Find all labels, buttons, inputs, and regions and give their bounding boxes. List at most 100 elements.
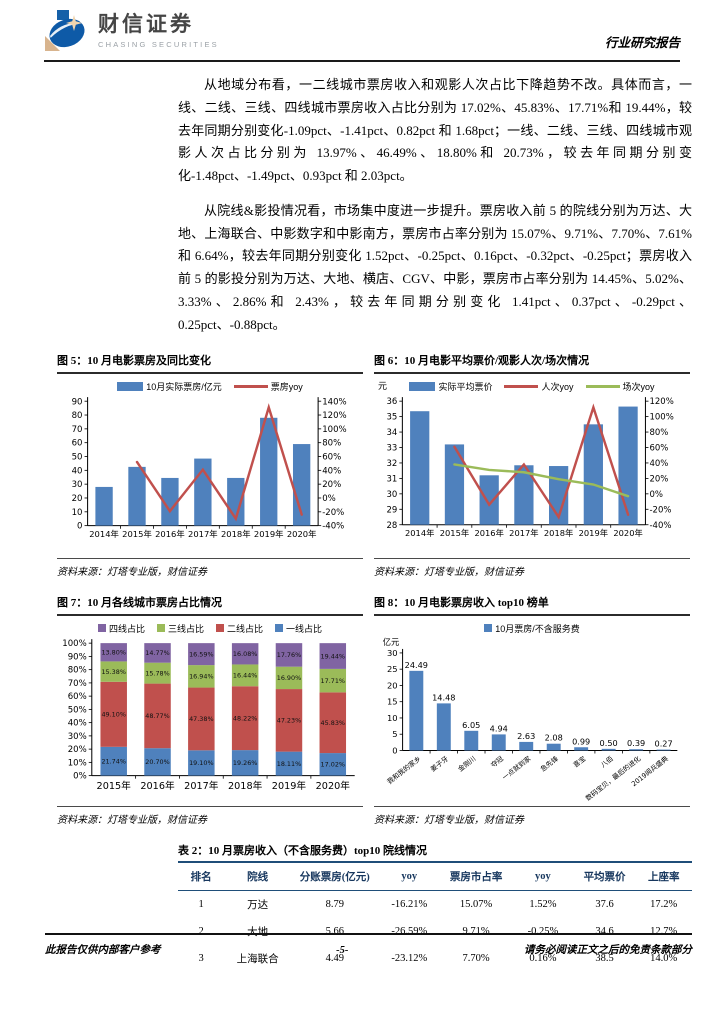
body-paragraph-1: 从地域分布看，一二线城市票房收入和观影人次占比下降趋势不改。具体而言，一线、二线… [178, 77, 692, 183]
table-2-block: 表 2：10 月票房收入（不含服务费）top10 院线情况 排名 院线 分账票房(亿… [178, 842, 692, 972]
legend-swatch [156, 624, 165, 633]
table-header-cell: yoy [378, 862, 441, 892]
svg-text:49.10%: 49.10% [101, 711, 125, 719]
svg-text:40: 40 [72, 467, 83, 477]
table-cell: 5.66 [325, 926, 344, 938]
figure-6-title: 图 6：10 月电影平均票价/观影人次/场次情况 [374, 352, 690, 375]
svg-text:16.59%: 16.59% [189, 651, 213, 659]
table-cell: 17.2% [650, 899, 678, 911]
legend-swatch [216, 624, 224, 633]
figure-6: 图 6：10 月电影平均票价/观影人次/场次情况 元 实际平均票价 人次yoy 场次… [374, 352, 690, 578]
svg-text:90: 90 [72, 398, 83, 408]
table-cell: 12.7% [650, 926, 678, 938]
svg-text:亿元: 亿元 [383, 637, 400, 647]
table-row: 2 大地 5.66 -26.59% 9.71% -0.25% 34.6 12.7% [178, 918, 692, 945]
svg-text:0.27: 0.27 [655, 739, 673, 749]
table-cell: -23.12% [391, 953, 428, 965]
svg-text:0: 0 [77, 522, 82, 532]
page-header: 财信证券 CHASING SECURITIES 行业研究报告 [0, 0, 724, 52]
svg-text:2015年: 2015年 [440, 528, 469, 538]
legend-swatch [233, 384, 268, 388]
svg-text:0%: 0% [73, 772, 87, 782]
svg-text:2018年: 2018年 [544, 528, 573, 538]
figure-7-title: 图 7：10 月各线城市票房占比情况 [57, 594, 363, 617]
table-header-cell: 上座率 [635, 862, 692, 892]
legend-item: 10月实际票房/亿元 [117, 380, 222, 393]
table-header-cell: yoy [512, 862, 574, 892]
svg-text:60%: 60% [68, 692, 87, 702]
svg-text:16.44%: 16.44% [233, 672, 257, 680]
table-cell: 1 [198, 899, 204, 911]
svg-text:2019年: 2019年 [272, 779, 307, 792]
figure-7-source: 资料来源：灯塔专业版，财信证券 [57, 806, 363, 826]
svg-text:45.83%: 45.83% [321, 719, 345, 727]
svg-text:2.63: 2.63 [517, 731, 535, 741]
figure-5-chart: 0 10 20 30 40 50 60 70 80 90 -40% -20% 0% 20% 40% 60% 80… [72, 397, 347, 539]
svg-text:-20%: -20% [649, 506, 671, 516]
svg-text:15: 15 [387, 697, 398, 707]
footer-right-note: 请务必阅读正文之后的免责条款部分 [524, 945, 692, 956]
legend-item: 10月票房/不含服务费 [484, 622, 580, 635]
legend-label: 三线占比 [167, 623, 204, 634]
svg-text:60%: 60% [322, 453, 341, 463]
svg-text:35: 35 [386, 413, 397, 423]
figure-7: 图 7：10 月各线城市票房占比情况 四线占比 三线占比 二线占比 一线占比 0% 10… [57, 594, 363, 826]
legend-label: 10月票房/不含服务费 [495, 623, 580, 634]
table-cell: 4.49 [325, 953, 344, 965]
table-cell: 0.16% [529, 953, 557, 965]
page-footer: 此报告仅供内部客户参考 -5- 请务必阅读正文之后的免责条款部分 [45, 933, 692, 957]
svg-text:70: 70 [72, 425, 83, 435]
svg-text:29: 29 [386, 506, 397, 516]
svg-text:16.94%: 16.94% [189, 673, 213, 681]
svg-text:4.94: 4.94 [490, 723, 508, 733]
svg-text:15.78%: 15.78% [145, 670, 169, 678]
svg-text:80%: 80% [322, 439, 341, 449]
svg-text:60%: 60% [649, 444, 668, 454]
svg-text:50: 50 [72, 453, 83, 463]
table-row: 1 万达 8.79 -16.21% 15.07% 1.52% 37.6 17.2% [178, 891, 692, 919]
figure-5-legend: 10月实际票房/亿元 票房yoy [57, 374, 363, 393]
svg-text:48.22%: 48.22% [233, 715, 257, 723]
body-paragraph-2: 从院线&影投情况看，市场集中度进一步提升。票房收入前 5 的院线分别为万达、大地… [178, 202, 692, 332]
svg-text:50%: 50% [68, 706, 87, 716]
legend-swatch [117, 381, 144, 391]
svg-text:夺冠: 夺冠 [489, 754, 505, 770]
page-number: -5- [336, 945, 349, 956]
svg-text:2.08: 2.08 [545, 733, 563, 743]
svg-text:0.99: 0.99 [572, 736, 590, 746]
svg-text:17.76%: 17.76% [277, 651, 301, 659]
svg-text:2015年: 2015年 [97, 779, 132, 792]
svg-text:80: 80 [72, 411, 83, 421]
table-header-cell: 平均票价 [573, 862, 636, 892]
svg-text:20%: 20% [322, 480, 341, 490]
header-divider [44, 60, 680, 62]
legend-item: 三线占比 [156, 622, 204, 635]
svg-text:20%: 20% [649, 475, 668, 485]
legend-item: 人次yoy [504, 380, 574, 393]
brand-name-en: CHASING SECURITIES [98, 39, 219, 49]
table-cell: 15.07% [459, 899, 493, 911]
svg-text:25: 25 [387, 664, 398, 674]
legend-label: 10月实际票房/亿元 [146, 381, 222, 392]
figure-5-title: 图 5：10 月电影票房及同比变化 [57, 352, 363, 375]
figures-row-1: 图 5：10 月电影票房及同比变化 10月实际票房/亿元 票房yoy 0 10 20 3… [57, 352, 690, 578]
svg-text:金刚川: 金刚川 [456, 754, 478, 774]
legend-item: 四线占比 [97, 622, 145, 635]
figure-8-legend: 10月票房/不含服务费 [374, 616, 690, 635]
table-2: 排名 院线 分账票房(亿元) yoy 票房市占率 yoy 平均票价 上座率 1 万达 8.79 -16… [178, 861, 692, 972]
table-cell: 8.79 [325, 899, 344, 911]
footer-left-note: 此报告仅供内部客户参考 [45, 945, 161, 956]
table-header-cell: 分账票房(亿元) [291, 862, 379, 892]
svg-text:13.80%: 13.80% [101, 649, 125, 657]
svg-text:0.39: 0.39 [627, 738, 645, 748]
svg-text:2017年: 2017年 [509, 528, 538, 538]
svg-text:八佰: 八佰 [599, 754, 615, 770]
legend-label: 二线占比 [227, 623, 264, 634]
svg-text:2020年: 2020年 [316, 779, 351, 792]
figure-5: 图 5：10 月电影票房及同比变化 10月实际票房/亿元 票房yoy 0 10 20 3… [57, 352, 363, 578]
svg-text:6.05: 6.05 [462, 720, 480, 730]
svg-text:0%: 0% [322, 494, 336, 504]
svg-text:急先锋: 急先锋 [538, 754, 560, 774]
brand-text: 财信证券 CHASING SECURITIES [98, 13, 219, 48]
table-row: 3 上海联合 4.49 -23.12% 7.70% 0.16% 38.5 14.0% [178, 945, 692, 972]
